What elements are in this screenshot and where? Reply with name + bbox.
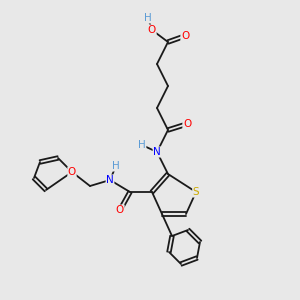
Text: S: S xyxy=(193,187,199,197)
Text: H: H xyxy=(138,140,146,150)
Text: N: N xyxy=(153,147,161,157)
Text: O: O xyxy=(68,167,76,177)
Text: H: H xyxy=(144,13,152,23)
Text: O: O xyxy=(183,119,191,129)
Text: N: N xyxy=(106,175,114,185)
Text: H: H xyxy=(112,161,120,171)
Text: O: O xyxy=(116,205,124,215)
Text: O: O xyxy=(148,25,156,35)
Text: O: O xyxy=(181,31,189,41)
